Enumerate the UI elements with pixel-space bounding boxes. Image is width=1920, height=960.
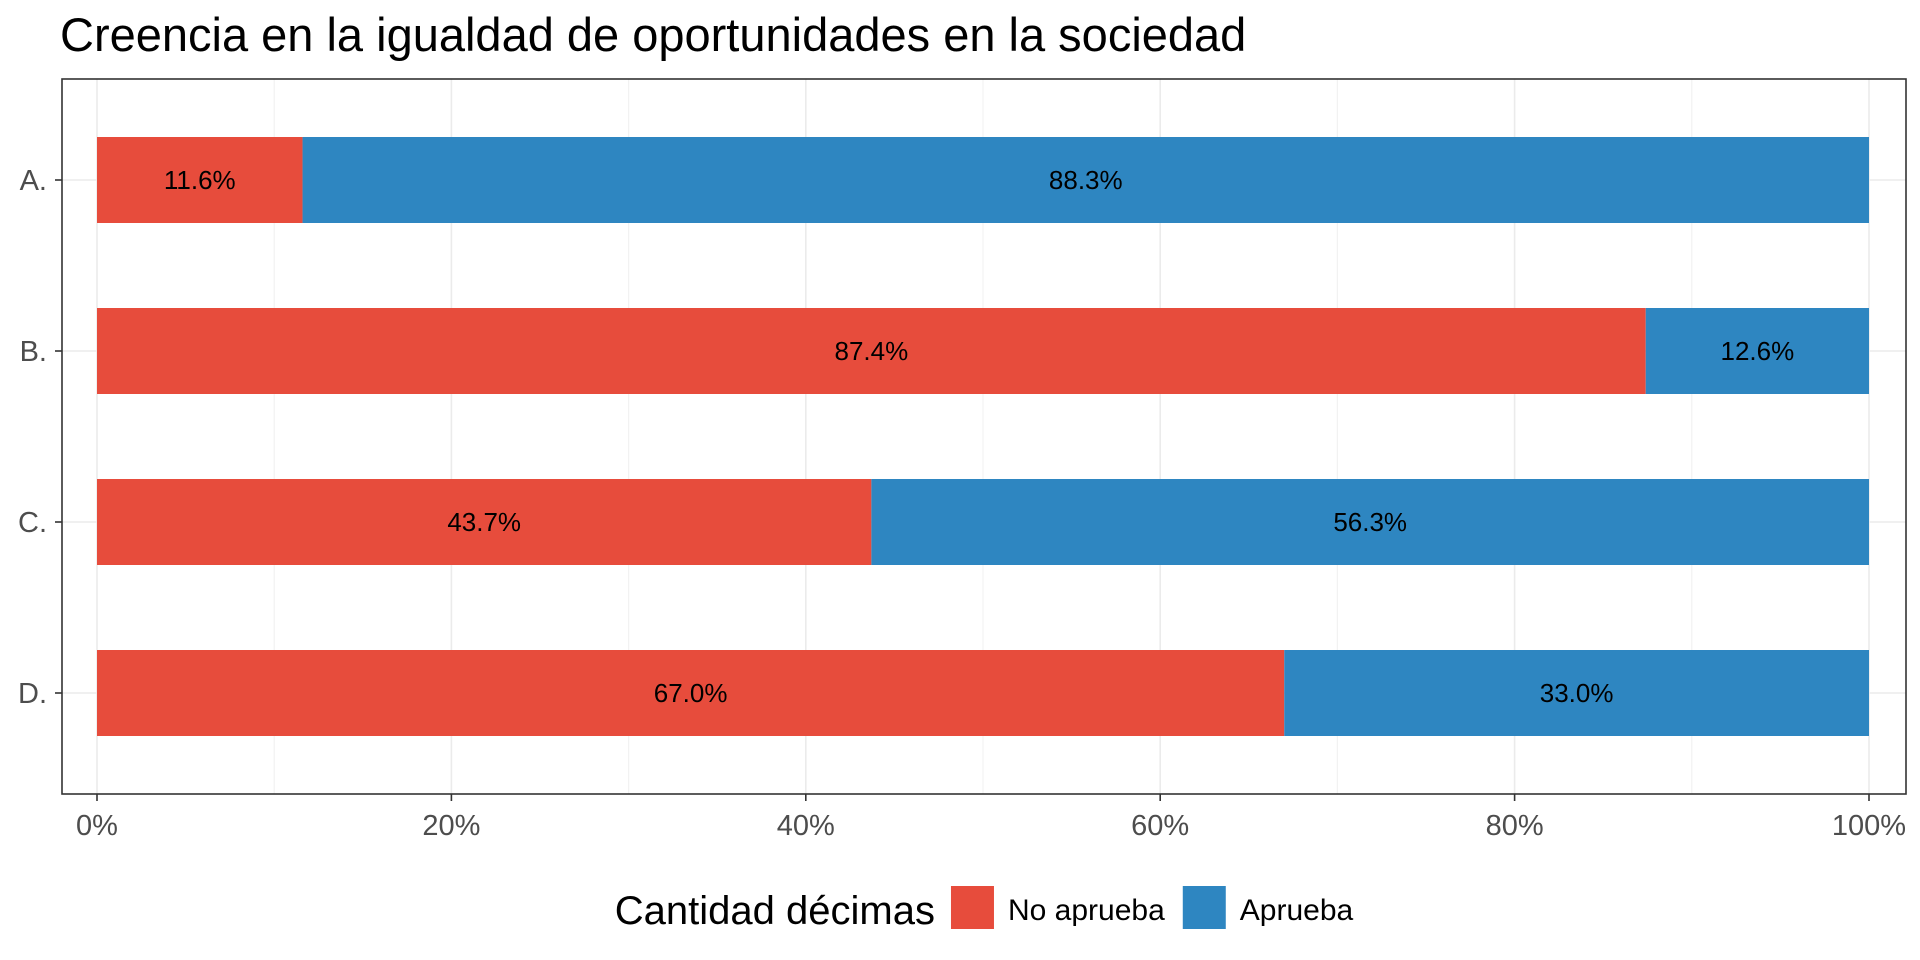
bar-label: 88.3% — [1049, 165, 1123, 195]
x-tick-label: 0% — [76, 810, 118, 842]
bar-aprueba — [871, 479, 1869, 565]
bar-label: 33.0% — [1540, 678, 1614, 708]
x-tick-label: 80% — [1486, 810, 1544, 842]
legend-label: No aprueba — [1008, 894, 1165, 927]
x-tick-label: 20% — [422, 810, 480, 842]
y-tick-label: B. — [20, 336, 47, 368]
bar-no-aprueba — [97, 308, 1646, 394]
chart-title: Creencia en la igualdad de oportunidades… — [60, 8, 1246, 61]
legend-label: Aprueba — [1240, 894, 1354, 927]
bar-no-aprueba — [97, 479, 872, 565]
x-tick-label: 60% — [1131, 810, 1189, 842]
legend: Cantidad décimas No aprueba Aprueba — [615, 886, 1354, 933]
y-tick-label: D. — [18, 678, 47, 710]
bar-label: 67.0% — [654, 678, 728, 708]
panel-border — [61, 78, 1907, 795]
bar-aprueba — [302, 137, 1869, 223]
legend-title: Cantidad décimas — [615, 889, 935, 933]
bar-label: 11.6% — [164, 165, 236, 195]
plot-panel: 11.6% 88.3% 87.4% 12.6% 43.7% 56.3% 67.0% 33.0%… — [18, 78, 1907, 842]
bar-aprueba — [1284, 650, 1869, 736]
y-tick-label: A. — [20, 165, 47, 197]
legend-key-aprueba — [1182, 886, 1226, 929]
bar-label: 43.7% — [447, 507, 521, 537]
bar-aprueba — [1645, 308, 1869, 394]
bar-no-aprueba — [97, 650, 1285, 736]
legend-key-no-aprueba — [950, 886, 994, 929]
bar-label: 87.4% — [834, 336, 908, 366]
x-tick-label: 40% — [777, 810, 835, 842]
x-tick-label: 100% — [1832, 810, 1906, 842]
y-tick-label: C. — [18, 507, 47, 539]
bar-label: 56.3% — [1333, 507, 1407, 537]
bar-label: 12.6% — [1720, 336, 1794, 366]
bar-no-aprueba — [97, 137, 303, 223]
